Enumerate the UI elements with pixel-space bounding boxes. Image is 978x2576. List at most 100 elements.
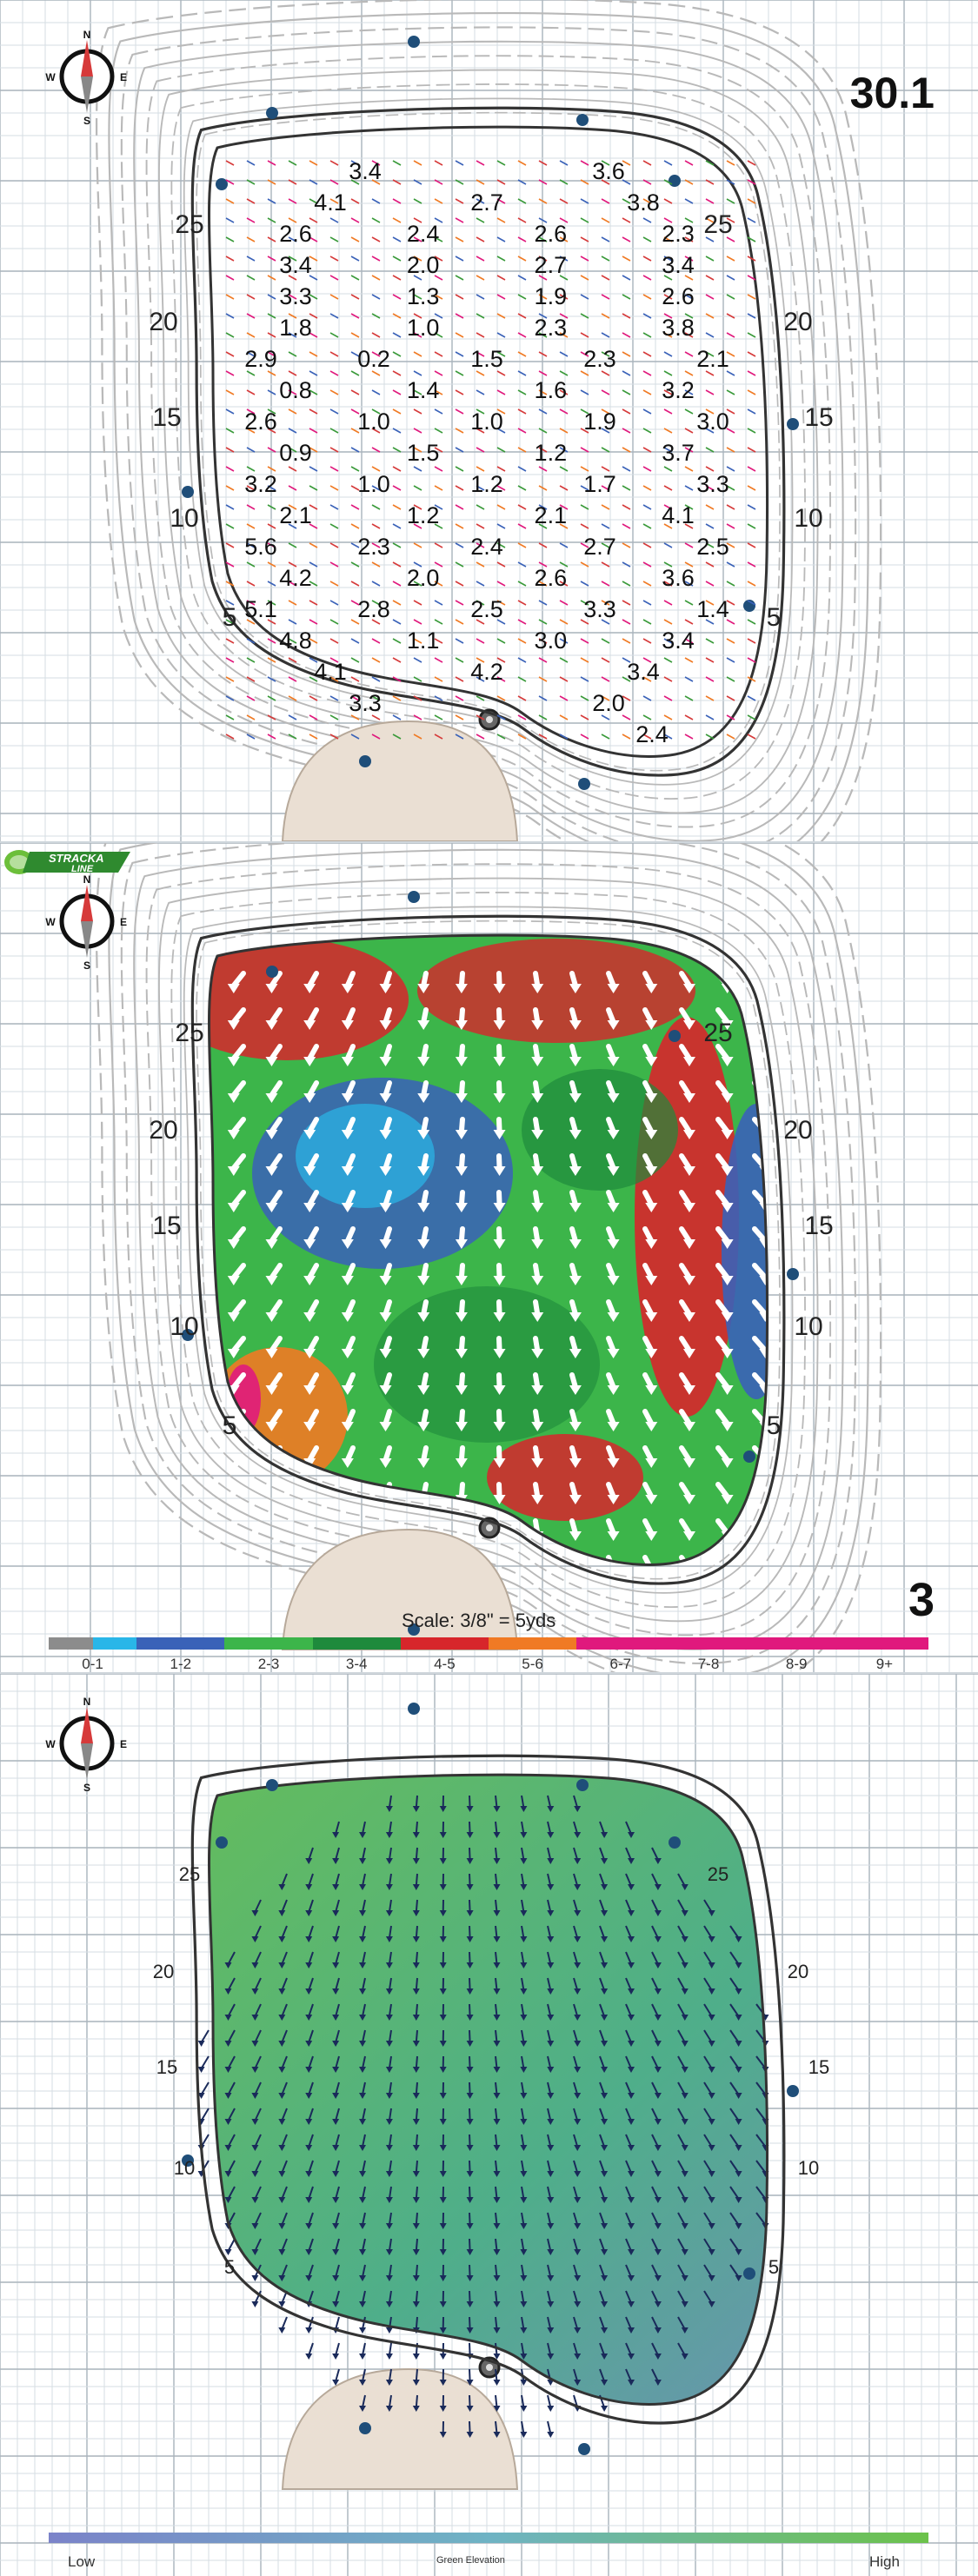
legend-label: 5-6 xyxy=(522,1656,543,1672)
slope-value: 1.0 xyxy=(357,471,390,497)
pin-dot xyxy=(669,175,681,187)
slope-value: 1.3 xyxy=(407,283,440,309)
pin-dot xyxy=(408,891,420,903)
slope-value: 4.8 xyxy=(279,627,312,654)
yardage-mark: 25 xyxy=(703,1019,732,1047)
legend-label: 2-3 xyxy=(257,1656,280,1672)
pin-dot xyxy=(266,966,278,978)
yardage-mark: 10 xyxy=(794,504,822,533)
legend-swatch xyxy=(49,1637,93,1650)
elevation-legend-title: Green Elevation xyxy=(436,2555,505,2566)
yardage-mark: 5 xyxy=(768,2256,779,2278)
slope-legend-bar xyxy=(49,1637,928,1650)
slope-value: 3.3 xyxy=(696,471,729,497)
yardage-mark: 10 xyxy=(170,504,198,533)
green-outline xyxy=(190,914,786,1585)
slope-value: 4.1 xyxy=(314,189,347,216)
slope-value: 2.5 xyxy=(696,534,729,560)
pin-markers xyxy=(182,1703,799,2455)
yardage-mark: 25 xyxy=(175,210,203,239)
compass-w-label: W xyxy=(45,1738,56,1750)
legend-label: 8-9 xyxy=(785,1656,808,1672)
stracka-line-logo: STRACKA LINE xyxy=(4,850,130,874)
slope-value: 1.7 xyxy=(583,471,616,497)
slope-value: 4.1 xyxy=(314,659,347,685)
slope-arrows xyxy=(225,160,756,740)
yardage-mark: 5 xyxy=(223,603,237,632)
slope-value: 1.9 xyxy=(535,283,568,309)
pin-dot xyxy=(578,778,590,790)
slope-value: 2.8 xyxy=(357,596,390,622)
pin-dot xyxy=(216,1836,228,1849)
legend-label: 9+ xyxy=(875,1656,894,1672)
yardage-mark: 20 xyxy=(783,1116,812,1145)
slope-value: 3.4 xyxy=(627,659,660,685)
pin-dot xyxy=(787,418,799,430)
map-scale: Scale: 3/8" = 5yds xyxy=(402,1610,556,1631)
pin-dot xyxy=(408,1623,420,1636)
contour-lines xyxy=(95,0,882,843)
yardage-mark: 10 xyxy=(798,2157,819,2179)
slope-value: 2.0 xyxy=(407,252,440,278)
slope-value: 2.1 xyxy=(279,502,312,528)
slope-value: 0.2 xyxy=(357,346,390,372)
slope-value: 3.6 xyxy=(662,565,695,591)
slope-value: 1.1 xyxy=(407,627,440,654)
slope-value: 1.5 xyxy=(470,346,503,372)
pin-dot xyxy=(787,1268,799,1280)
pin-markers xyxy=(182,36,799,790)
legend-swatch xyxy=(224,1637,313,1650)
slope-value: 5.6 xyxy=(244,534,277,560)
slope-value: 1.9 xyxy=(583,408,616,435)
slope-value: 2.0 xyxy=(407,565,440,591)
slope-value: 2.4 xyxy=(470,534,503,560)
slope-values: 3.4 3.64.1 2.7 3.82.6 2.4 2.6 2.33.4 2.0 2.7 3.43… xyxy=(244,158,729,747)
slope-value: 1.2 xyxy=(470,471,503,497)
pin-dot xyxy=(182,486,194,498)
yardage-mark: 5 xyxy=(767,1411,782,1440)
slope-value: 3.3 xyxy=(279,283,312,309)
slope-value: 1.4 xyxy=(696,596,729,622)
legend-swatch xyxy=(664,1637,753,1650)
slope-value: 2.7 xyxy=(535,252,568,278)
slope-legend-labels: 0-1 1-2 2-3 3-4 4-5 5-6 6-7 7-8 8-9 9+ xyxy=(49,1656,928,1674)
legend-swatch xyxy=(400,1637,489,1650)
slope-value: 3.4 xyxy=(662,252,695,278)
elevation-canvas: N S E W 25 20 15 10 5 25 20 15 10 5 xyxy=(0,1674,978,2576)
pin-dot xyxy=(576,114,589,126)
compass-south-needle xyxy=(81,1743,93,1780)
elevation-low-label: Low xyxy=(68,2553,96,2570)
legend-swatch xyxy=(576,1637,665,1650)
slope-value: 2.3 xyxy=(583,346,616,372)
slope-value: 3.8 xyxy=(627,189,660,216)
compass-rose: N S E W xyxy=(45,1696,127,1794)
compass-north-needle xyxy=(81,885,93,921)
legend-swatch xyxy=(840,1637,928,1650)
compass-n-label: N xyxy=(83,29,91,41)
slope-value: 3.7 xyxy=(662,440,695,466)
yardage-mark: 25 xyxy=(703,210,732,239)
slope-percent-map: N S E W 3.4 3.6 4.1 2.7 3.8 2.6 2.4 2.6 2.3 3.4 2.0 2.7… xyxy=(0,0,978,843)
legend-label: 7-8 xyxy=(697,1656,720,1672)
contour-lines xyxy=(95,843,882,1674)
slope-value: 2.9 xyxy=(244,346,277,372)
slope-value: 3.2 xyxy=(662,377,695,403)
fairway-approach xyxy=(281,2356,519,2490)
compass-south-needle xyxy=(81,76,93,113)
pin-dot xyxy=(669,1030,681,1042)
yardage-mark: 5 xyxy=(223,1411,237,1440)
slope-value: 3.2 xyxy=(244,471,277,497)
slope-value: 4.2 xyxy=(279,565,312,591)
slope-value: 1.0 xyxy=(470,408,503,435)
slope-value: 2.4 xyxy=(635,721,669,747)
slope-value: 2.1 xyxy=(535,502,568,528)
slope-value: 5.1 xyxy=(244,596,277,622)
yardage-mark: 15 xyxy=(808,2056,829,2078)
slope-value: 3.4 xyxy=(279,252,312,278)
yardage-mark: 25 xyxy=(708,1863,729,1885)
slope-value: 2.5 xyxy=(470,596,503,622)
slope-value: 2.7 xyxy=(470,189,503,216)
pin-dot xyxy=(266,107,278,119)
slope-value: 1.4 xyxy=(407,377,440,403)
